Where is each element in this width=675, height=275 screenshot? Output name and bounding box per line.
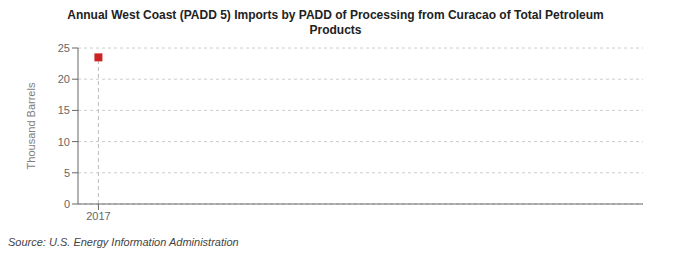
svg-text:15: 15 bbox=[58, 104, 70, 116]
svg-text:20: 20 bbox=[58, 73, 70, 85]
html-text:Annual West Coast (PADD 5) Imp: Annual West Coast (PADD 5) Imports by PA… bbox=[67, 8, 604, 22]
svg-text:5: 5 bbox=[64, 167, 70, 179]
svg-text:25: 25 bbox=[58, 42, 70, 54]
svg-text:10: 10 bbox=[58, 136, 70, 148]
svg-text:Thousand Barrels: Thousand Barrels bbox=[25, 82, 37, 169]
svg-text:2017: 2017 bbox=[86, 210, 110, 222]
svg-text:0: 0 bbox=[64, 198, 70, 210]
html-text:Products: Products bbox=[309, 23, 362, 37]
html-text:Source: U.S. Energy Informatio: Source: U.S. Energy Information Administ… bbox=[8, 236, 239, 248]
